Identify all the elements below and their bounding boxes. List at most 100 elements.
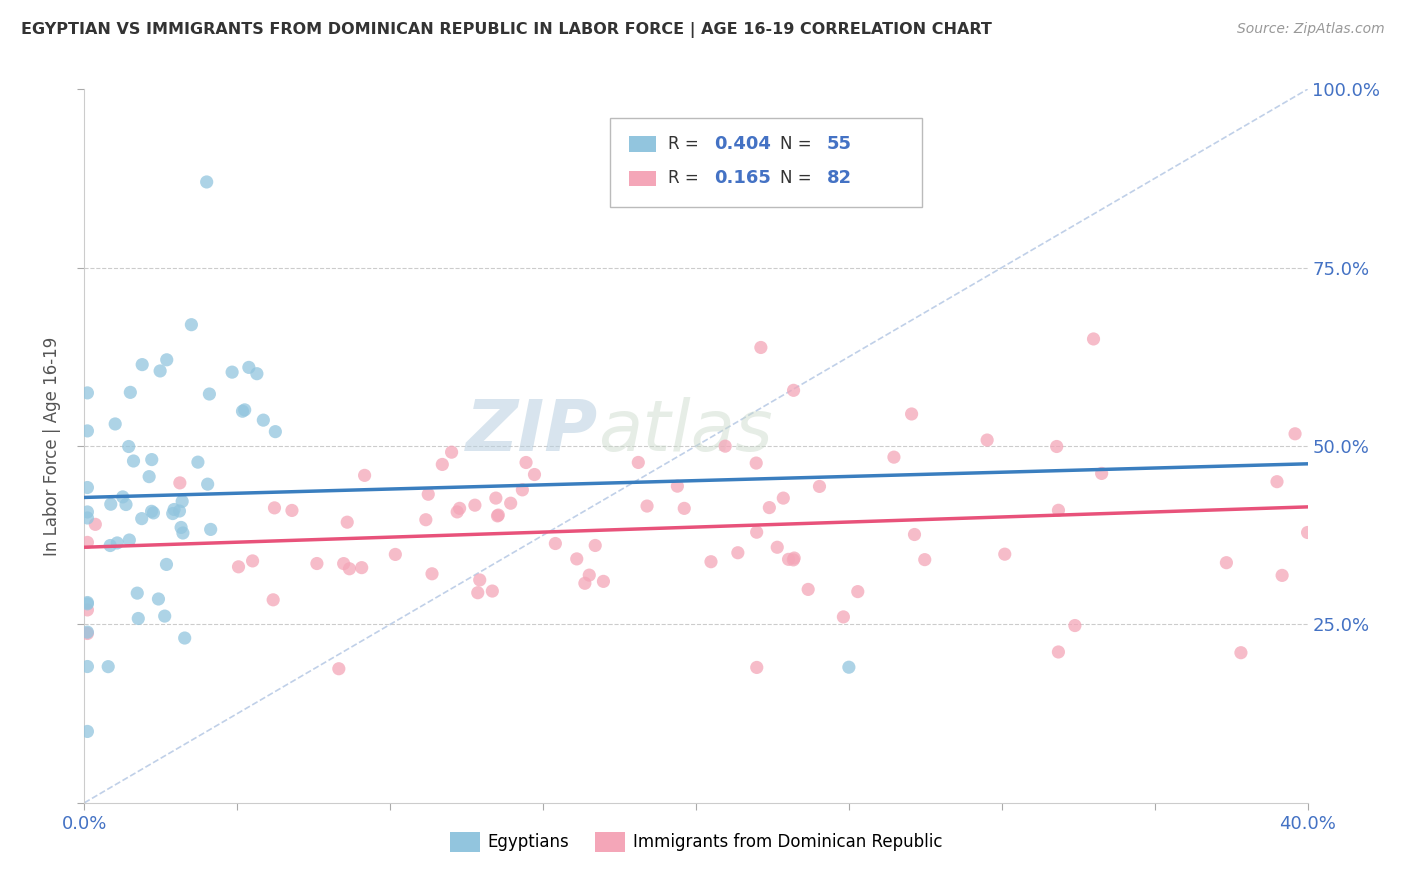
Text: ZIP: ZIP xyxy=(465,397,598,467)
Point xyxy=(76,505,98,519)
Point xyxy=(745,456,768,470)
Text: 0.404: 0.404 xyxy=(714,136,772,153)
Point xyxy=(976,433,998,447)
Point xyxy=(418,487,440,501)
Point xyxy=(97,659,120,673)
Point xyxy=(1271,568,1294,582)
Point xyxy=(481,584,503,599)
Point xyxy=(883,450,905,465)
Point xyxy=(233,402,256,417)
Point xyxy=(745,660,768,674)
Point xyxy=(673,501,696,516)
Point xyxy=(700,555,723,569)
Point xyxy=(384,548,406,562)
Point xyxy=(994,547,1017,561)
Point xyxy=(523,467,546,482)
Point xyxy=(758,500,780,515)
Point xyxy=(162,507,184,521)
Point xyxy=(138,469,160,483)
Point xyxy=(76,385,98,400)
Point xyxy=(1064,618,1087,632)
Text: 82: 82 xyxy=(827,169,852,187)
Point xyxy=(187,455,209,469)
Point xyxy=(583,539,606,553)
Point xyxy=(76,424,98,438)
Point xyxy=(1047,503,1070,517)
Point xyxy=(797,582,820,597)
Point xyxy=(180,318,202,332)
Point xyxy=(900,407,922,421)
Text: 55: 55 xyxy=(827,136,852,153)
Point xyxy=(127,586,149,600)
Point xyxy=(1091,467,1114,481)
Point xyxy=(172,526,194,541)
Point xyxy=(156,352,179,367)
Point xyxy=(100,497,122,511)
Point xyxy=(149,364,172,378)
Point xyxy=(778,552,800,566)
Point xyxy=(76,511,98,525)
Point xyxy=(1047,645,1070,659)
Point xyxy=(499,496,522,510)
Point xyxy=(76,626,98,640)
Point xyxy=(118,533,141,547)
Point xyxy=(263,500,285,515)
Text: R =: R = xyxy=(668,136,704,153)
Point xyxy=(766,541,789,555)
Point xyxy=(832,610,855,624)
Point xyxy=(231,404,253,418)
Point xyxy=(76,603,98,617)
Point xyxy=(574,576,596,591)
Point xyxy=(467,585,489,599)
Point xyxy=(339,562,361,576)
Point xyxy=(332,557,354,571)
Point xyxy=(440,445,463,459)
Point xyxy=(1284,426,1306,441)
Point xyxy=(782,553,804,567)
Point xyxy=(578,568,600,582)
Point xyxy=(242,554,264,568)
Point xyxy=(1046,440,1069,454)
Text: Source: ZipAtlas.com: Source: ZipAtlas.com xyxy=(1237,22,1385,37)
Text: 0.165: 0.165 xyxy=(714,169,772,187)
Point xyxy=(1296,525,1319,540)
Point xyxy=(169,504,191,518)
Point xyxy=(512,483,534,497)
Point xyxy=(328,662,350,676)
Point xyxy=(131,358,153,372)
Text: R =: R = xyxy=(668,169,704,187)
Point xyxy=(627,455,650,469)
Point xyxy=(353,468,375,483)
Point xyxy=(170,520,193,534)
Point xyxy=(264,425,287,439)
Point xyxy=(415,513,437,527)
Point xyxy=(76,595,98,609)
Point xyxy=(350,560,373,574)
Point xyxy=(118,440,141,454)
Point xyxy=(486,508,509,523)
Point xyxy=(446,505,468,519)
Point xyxy=(76,481,98,495)
Point xyxy=(246,367,269,381)
Point xyxy=(565,552,588,566)
Point xyxy=(486,508,509,522)
Point xyxy=(281,503,304,517)
Legend: Egyptians, Immigrants from Dominican Republic: Egyptians, Immigrants from Dominican Rep… xyxy=(443,825,949,859)
Point xyxy=(592,574,614,589)
Point xyxy=(153,609,176,624)
Point xyxy=(636,499,658,513)
Point xyxy=(76,597,98,611)
Point xyxy=(76,659,98,673)
Point xyxy=(228,559,250,574)
Point xyxy=(903,527,925,541)
Point xyxy=(141,504,163,518)
Point xyxy=(1230,646,1253,660)
Point xyxy=(105,536,128,550)
Point xyxy=(127,611,149,625)
Point xyxy=(808,479,831,493)
Point xyxy=(1083,332,1105,346)
Point xyxy=(142,506,165,520)
Point xyxy=(745,525,768,540)
Point xyxy=(772,491,794,505)
Point xyxy=(544,536,567,550)
